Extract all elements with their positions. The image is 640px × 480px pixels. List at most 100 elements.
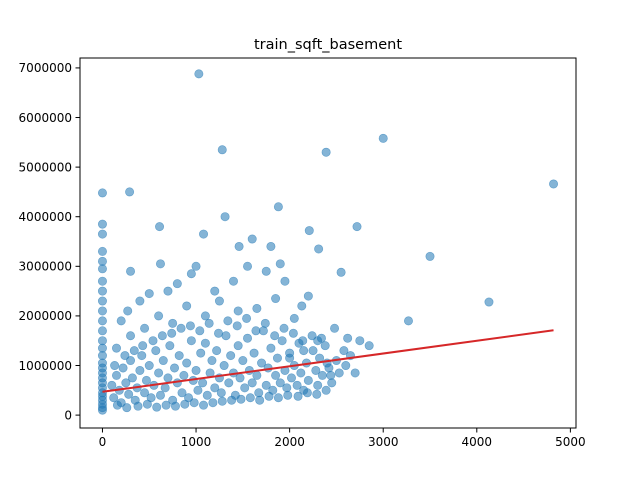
- scatter-point: [97, 316, 107, 326]
- scatter-point: [154, 311, 164, 321]
- scatter-point: [126, 356, 136, 366]
- scatter-point: [283, 390, 293, 400]
- scatter-point: [118, 363, 128, 373]
- scatter-point: [116, 316, 126, 326]
- scatter-point: [167, 328, 177, 338]
- y-tick-label: 2000000: [19, 309, 72, 323]
- scatter-point: [97, 256, 107, 266]
- scatter-point: [275, 378, 285, 388]
- scatter-point: [312, 389, 322, 399]
- scatter-point: [141, 375, 151, 385]
- scatter-point: [233, 306, 243, 316]
- scatter-point: [138, 341, 148, 351]
- scatter-point: [163, 373, 173, 383]
- scatter-point: [425, 251, 435, 261]
- scatter-point: [199, 229, 209, 239]
- scatter-point: [277, 336, 287, 346]
- scatter-point: [254, 388, 264, 398]
- scatter-point: [135, 296, 145, 306]
- scatter-point: [189, 398, 199, 408]
- scatter-point: [339, 346, 349, 356]
- scatter-point: [326, 370, 336, 380]
- scatter-point: [161, 400, 171, 410]
- scatter-point: [144, 361, 154, 371]
- scatter-point: [110, 361, 120, 371]
- scatter-point: [204, 318, 214, 328]
- scatter-point: [140, 323, 150, 333]
- scatter-point: [186, 336, 196, 346]
- scatter-point: [286, 373, 296, 383]
- scatter-point: [122, 403, 132, 413]
- scatter-point: [350, 368, 360, 378]
- scatter-point: [266, 343, 276, 353]
- scatter-point: [109, 393, 119, 403]
- scatter-point: [112, 370, 122, 380]
- scatter-point: [321, 147, 331, 157]
- scatter-point: [330, 323, 340, 333]
- scatter-point: [112, 343, 122, 353]
- scatter-point: [97, 336, 107, 346]
- scatter-point: [155, 259, 165, 269]
- scatter-point: [233, 341, 243, 351]
- y-tick-label: 0: [64, 408, 72, 422]
- y-tick-label: 6000000: [19, 111, 72, 125]
- scatter-point: [240, 383, 250, 393]
- scatter-point: [270, 331, 280, 341]
- scatter-point: [177, 388, 187, 398]
- scatter-point: [151, 346, 161, 356]
- scatter-point: [199, 400, 209, 410]
- scatter-point: [158, 356, 168, 366]
- scatter-point: [180, 399, 190, 409]
- scatter-point: [298, 336, 308, 346]
- scatter-point: [97, 188, 107, 198]
- scatter-point: [334, 368, 344, 378]
- y-tick-label: 3000000: [19, 260, 72, 274]
- scatter-point: [107, 380, 117, 390]
- scatter-point: [272, 353, 282, 363]
- scatter-point: [234, 241, 244, 251]
- scatter-point: [303, 375, 313, 385]
- scatter-point: [320, 341, 330, 351]
- scatter-point: [314, 244, 324, 254]
- y-axis: 0 1000000 2000000 3000000 4000000 5000000 6000…: [19, 61, 80, 422]
- scatter-point: [279, 323, 289, 333]
- scatter-point: [297, 301, 307, 311]
- scatter-point: [236, 394, 246, 404]
- scatter-point: [261, 266, 271, 276]
- scatter-point: [343, 333, 353, 343]
- scatter-point: [200, 338, 210, 348]
- scatter-point: [170, 401, 180, 411]
- scatter-point: [251, 326, 261, 336]
- scatter-point: [378, 133, 388, 143]
- scatter-point: [174, 351, 184, 361]
- scatter-point: [97, 219, 107, 229]
- scatter-point: [285, 348, 295, 358]
- scatter-point: [135, 365, 145, 375]
- scatter-point: [207, 356, 217, 366]
- scatter-point: [327, 378, 337, 388]
- scatter-point: [321, 385, 331, 395]
- scatter-point: [214, 296, 224, 306]
- scatter-point: [168, 318, 178, 328]
- x-axis: 0 1000 2000 3000 4000 5000: [99, 428, 586, 449]
- scatter-point: [355, 336, 365, 346]
- scatter-point: [235, 373, 245, 383]
- y-tick-label: 1000000: [19, 359, 72, 373]
- scatter-point: [275, 259, 285, 269]
- scatter-point: [202, 390, 212, 400]
- scatter-point: [193, 385, 203, 395]
- scatter-point: [97, 343, 107, 353]
- scatter-point: [97, 296, 107, 306]
- scatter-point: [97, 326, 107, 336]
- scatter-point: [154, 368, 164, 378]
- scatter-point: [129, 346, 139, 356]
- scatter-point: [257, 358, 267, 368]
- scatter-point: [144, 289, 154, 299]
- scatter-point: [124, 389, 134, 399]
- scatter-point: [185, 321, 195, 331]
- y-tick-label: 7000000: [19, 61, 72, 75]
- scatter-point: [271, 370, 281, 380]
- scatter-point: [217, 145, 227, 155]
- scatter-point: [255, 395, 265, 405]
- scatter-point: [280, 276, 290, 286]
